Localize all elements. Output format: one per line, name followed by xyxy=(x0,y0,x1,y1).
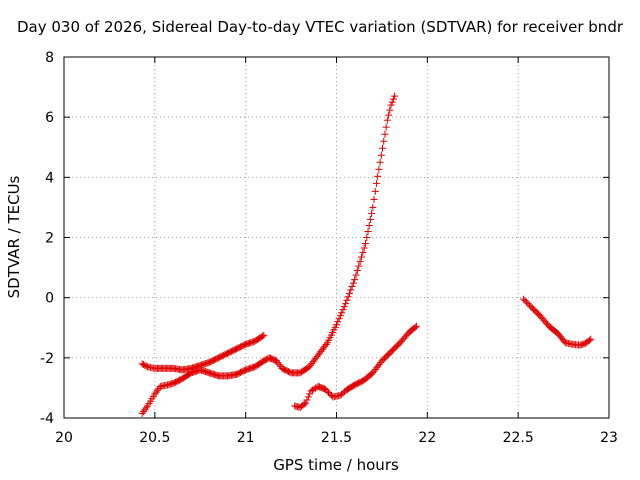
data-point xyxy=(362,240,370,248)
data-point xyxy=(364,227,372,235)
y-tick-label: 0 xyxy=(45,291,54,307)
x-tick-label: 20 xyxy=(55,430,73,446)
data-point xyxy=(370,195,378,203)
y-tick-label: 8 xyxy=(45,50,54,66)
y-tick-label: -2 xyxy=(40,351,54,367)
data-point xyxy=(377,151,385,159)
data-point xyxy=(380,137,388,145)
data-point xyxy=(333,321,340,329)
data-point xyxy=(347,286,355,294)
y-tick-label: 2 xyxy=(45,231,54,247)
data-point xyxy=(389,95,397,103)
data-point xyxy=(259,332,267,340)
data-point xyxy=(307,387,315,395)
data-point xyxy=(356,258,364,266)
data-point xyxy=(340,303,348,311)
data-point xyxy=(334,318,342,326)
data-point xyxy=(302,399,310,407)
x-tick-label: 23 xyxy=(600,430,618,446)
series-track-2 xyxy=(138,92,399,417)
data-point xyxy=(304,393,312,401)
x-tick-label: 22.5 xyxy=(503,430,534,446)
y-tick-label: 4 xyxy=(45,170,54,186)
data-point xyxy=(376,158,384,166)
data-point xyxy=(381,130,389,138)
data-point xyxy=(363,234,371,241)
data-point xyxy=(386,106,394,114)
data-point xyxy=(360,244,368,252)
data-point xyxy=(382,123,390,131)
data-point xyxy=(374,172,382,180)
data-point xyxy=(322,341,330,349)
x-tick-label: 21.5 xyxy=(321,430,352,446)
data-point xyxy=(339,306,347,314)
data-point xyxy=(520,295,528,303)
data-point xyxy=(372,179,380,187)
data-point xyxy=(311,384,319,392)
grid-lines xyxy=(64,57,609,418)
data-point xyxy=(336,312,344,320)
data-point xyxy=(309,386,317,394)
data-point xyxy=(383,116,391,124)
data-point xyxy=(303,396,311,404)
data-point xyxy=(388,98,396,106)
series-track-3 xyxy=(291,322,420,411)
data-point xyxy=(379,144,387,152)
series-track-1 xyxy=(138,331,268,374)
data-point xyxy=(371,187,379,195)
x-axis-label: GPS time / hours xyxy=(273,456,399,474)
data-point xyxy=(345,289,353,297)
x-tick-label: 20.5 xyxy=(139,430,170,446)
y-tick-label: 6 xyxy=(45,110,54,126)
data-point xyxy=(306,390,314,398)
data-point xyxy=(355,262,363,270)
data-point xyxy=(344,293,352,301)
data-point xyxy=(351,276,359,284)
data-point xyxy=(368,209,376,217)
data-point xyxy=(523,298,531,306)
data-point xyxy=(411,323,419,331)
data-point xyxy=(260,331,268,339)
data-point xyxy=(343,296,351,304)
data-point xyxy=(585,336,593,344)
data-point xyxy=(524,300,532,308)
data-point xyxy=(342,300,350,308)
y-tick-label: -4 xyxy=(40,411,54,427)
data-point xyxy=(300,400,308,408)
data-point xyxy=(326,390,334,398)
data-point xyxy=(352,271,360,279)
data-point xyxy=(325,388,333,396)
chart-title: Day 030 of 2026, Sidereal Day-to-day VTE… xyxy=(17,18,624,36)
data-point xyxy=(310,385,318,393)
data-point xyxy=(385,111,393,119)
data-point xyxy=(521,297,529,305)
data-point xyxy=(391,92,399,100)
data-point xyxy=(349,279,357,287)
data-point xyxy=(359,249,367,257)
axis-ticks: 20 20.5 21 21.5 22 22.5 23 -4 -2 0 2 4 6 8 xyxy=(40,50,618,446)
data-point xyxy=(587,335,595,343)
data-point xyxy=(412,322,420,330)
data-point xyxy=(357,253,365,261)
data-point xyxy=(322,385,330,393)
x-tick-label: 21 xyxy=(237,430,255,446)
data-point xyxy=(387,101,395,109)
data-point xyxy=(369,203,377,211)
data-point xyxy=(323,387,331,395)
series-track-4 xyxy=(520,295,595,349)
data-point xyxy=(353,267,361,275)
data-points xyxy=(138,92,595,417)
data-point xyxy=(365,221,373,229)
y-axis-label: SDTVAR / TECUs xyxy=(5,175,23,298)
data-point xyxy=(338,309,346,317)
data-point xyxy=(335,315,343,323)
data-point xyxy=(375,165,383,173)
x-tick-label: 22 xyxy=(418,430,436,446)
data-point xyxy=(366,215,374,223)
data-point xyxy=(327,391,335,399)
data-point xyxy=(348,282,356,290)
